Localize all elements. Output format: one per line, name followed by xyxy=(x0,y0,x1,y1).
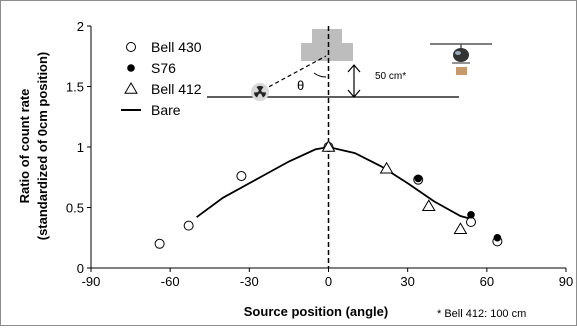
chart-svg: 0 0.5 1 1.5 2 -90 -60 -30 0 30 60 90 Ratio of count… xyxy=(17,19,573,320)
angle-ray xyxy=(262,55,327,91)
detector-top xyxy=(312,29,342,43)
bell-430-point xyxy=(466,217,476,228)
s76-point xyxy=(414,174,423,183)
legend-bell-412-swatch xyxy=(124,82,138,94)
y-tick-label: 0 xyxy=(77,261,84,276)
s76-point xyxy=(467,210,475,219)
angle-label: θ xyxy=(297,78,304,93)
x-tick-label: 60 xyxy=(480,274,494,289)
x-tick-label: 0 xyxy=(325,274,332,289)
helicopter-icon xyxy=(430,43,492,75)
legend-s76-label: S76 xyxy=(151,60,176,76)
x-tick-label: -90 xyxy=(82,274,101,289)
height-arrowhead-top xyxy=(347,64,361,73)
height-label: 50 cm* xyxy=(375,71,406,82)
x-tick-label: -60 xyxy=(161,274,180,289)
bell-430-point xyxy=(154,238,165,249)
y-tick-label: 1 xyxy=(77,140,84,155)
bell-412-point xyxy=(421,199,436,211)
x-axis-label: Source position (angle) xyxy=(244,304,388,319)
bell-412-point xyxy=(453,222,468,234)
legend-s76-swatch xyxy=(127,64,135,72)
legend-bell-412-label: Bell 412 xyxy=(151,81,202,97)
bell-430-point xyxy=(183,220,194,231)
y-tick-label: 2 xyxy=(77,19,84,34)
bell-430-point xyxy=(236,171,247,182)
detector-body xyxy=(301,43,353,61)
footnote: * Bell 412: 100 cm xyxy=(437,308,526,320)
radiation-source-icon xyxy=(251,83,269,101)
axis-ticks: 0 0.5 1 1.5 2 -90 -60 -30 0 30 60 90 xyxy=(66,19,573,289)
y-axis-label-line-2: (standardized of 0cm position) xyxy=(35,52,50,241)
measurement-diagram: θ 50 cm* xyxy=(207,29,492,101)
x-tick-label: -30 xyxy=(240,274,259,289)
x-tick-label: 30 xyxy=(400,274,414,289)
bell-412-point xyxy=(321,140,336,152)
legend-bell-430-swatch xyxy=(126,42,136,52)
s76-point xyxy=(493,233,502,242)
data-markers xyxy=(154,140,503,249)
height-arrowhead-bottom xyxy=(347,89,361,98)
legend-bell-430-label: Bell 430 xyxy=(151,39,202,55)
legend: Bell 430 S76 Bell 412 Bare xyxy=(121,39,202,118)
x-tick-label: 90 xyxy=(559,274,573,289)
y-tick-label: 0.5 xyxy=(66,201,84,216)
bell-412-point xyxy=(379,161,394,174)
y-tick-label: 1.5 xyxy=(66,80,84,95)
angle-arc xyxy=(313,72,327,78)
legend-bare-label: Bare xyxy=(151,102,181,118)
y-axis-label-line-1: Ratio of count rate xyxy=(17,89,32,204)
bare-series xyxy=(196,146,474,221)
bare-line xyxy=(196,146,474,221)
